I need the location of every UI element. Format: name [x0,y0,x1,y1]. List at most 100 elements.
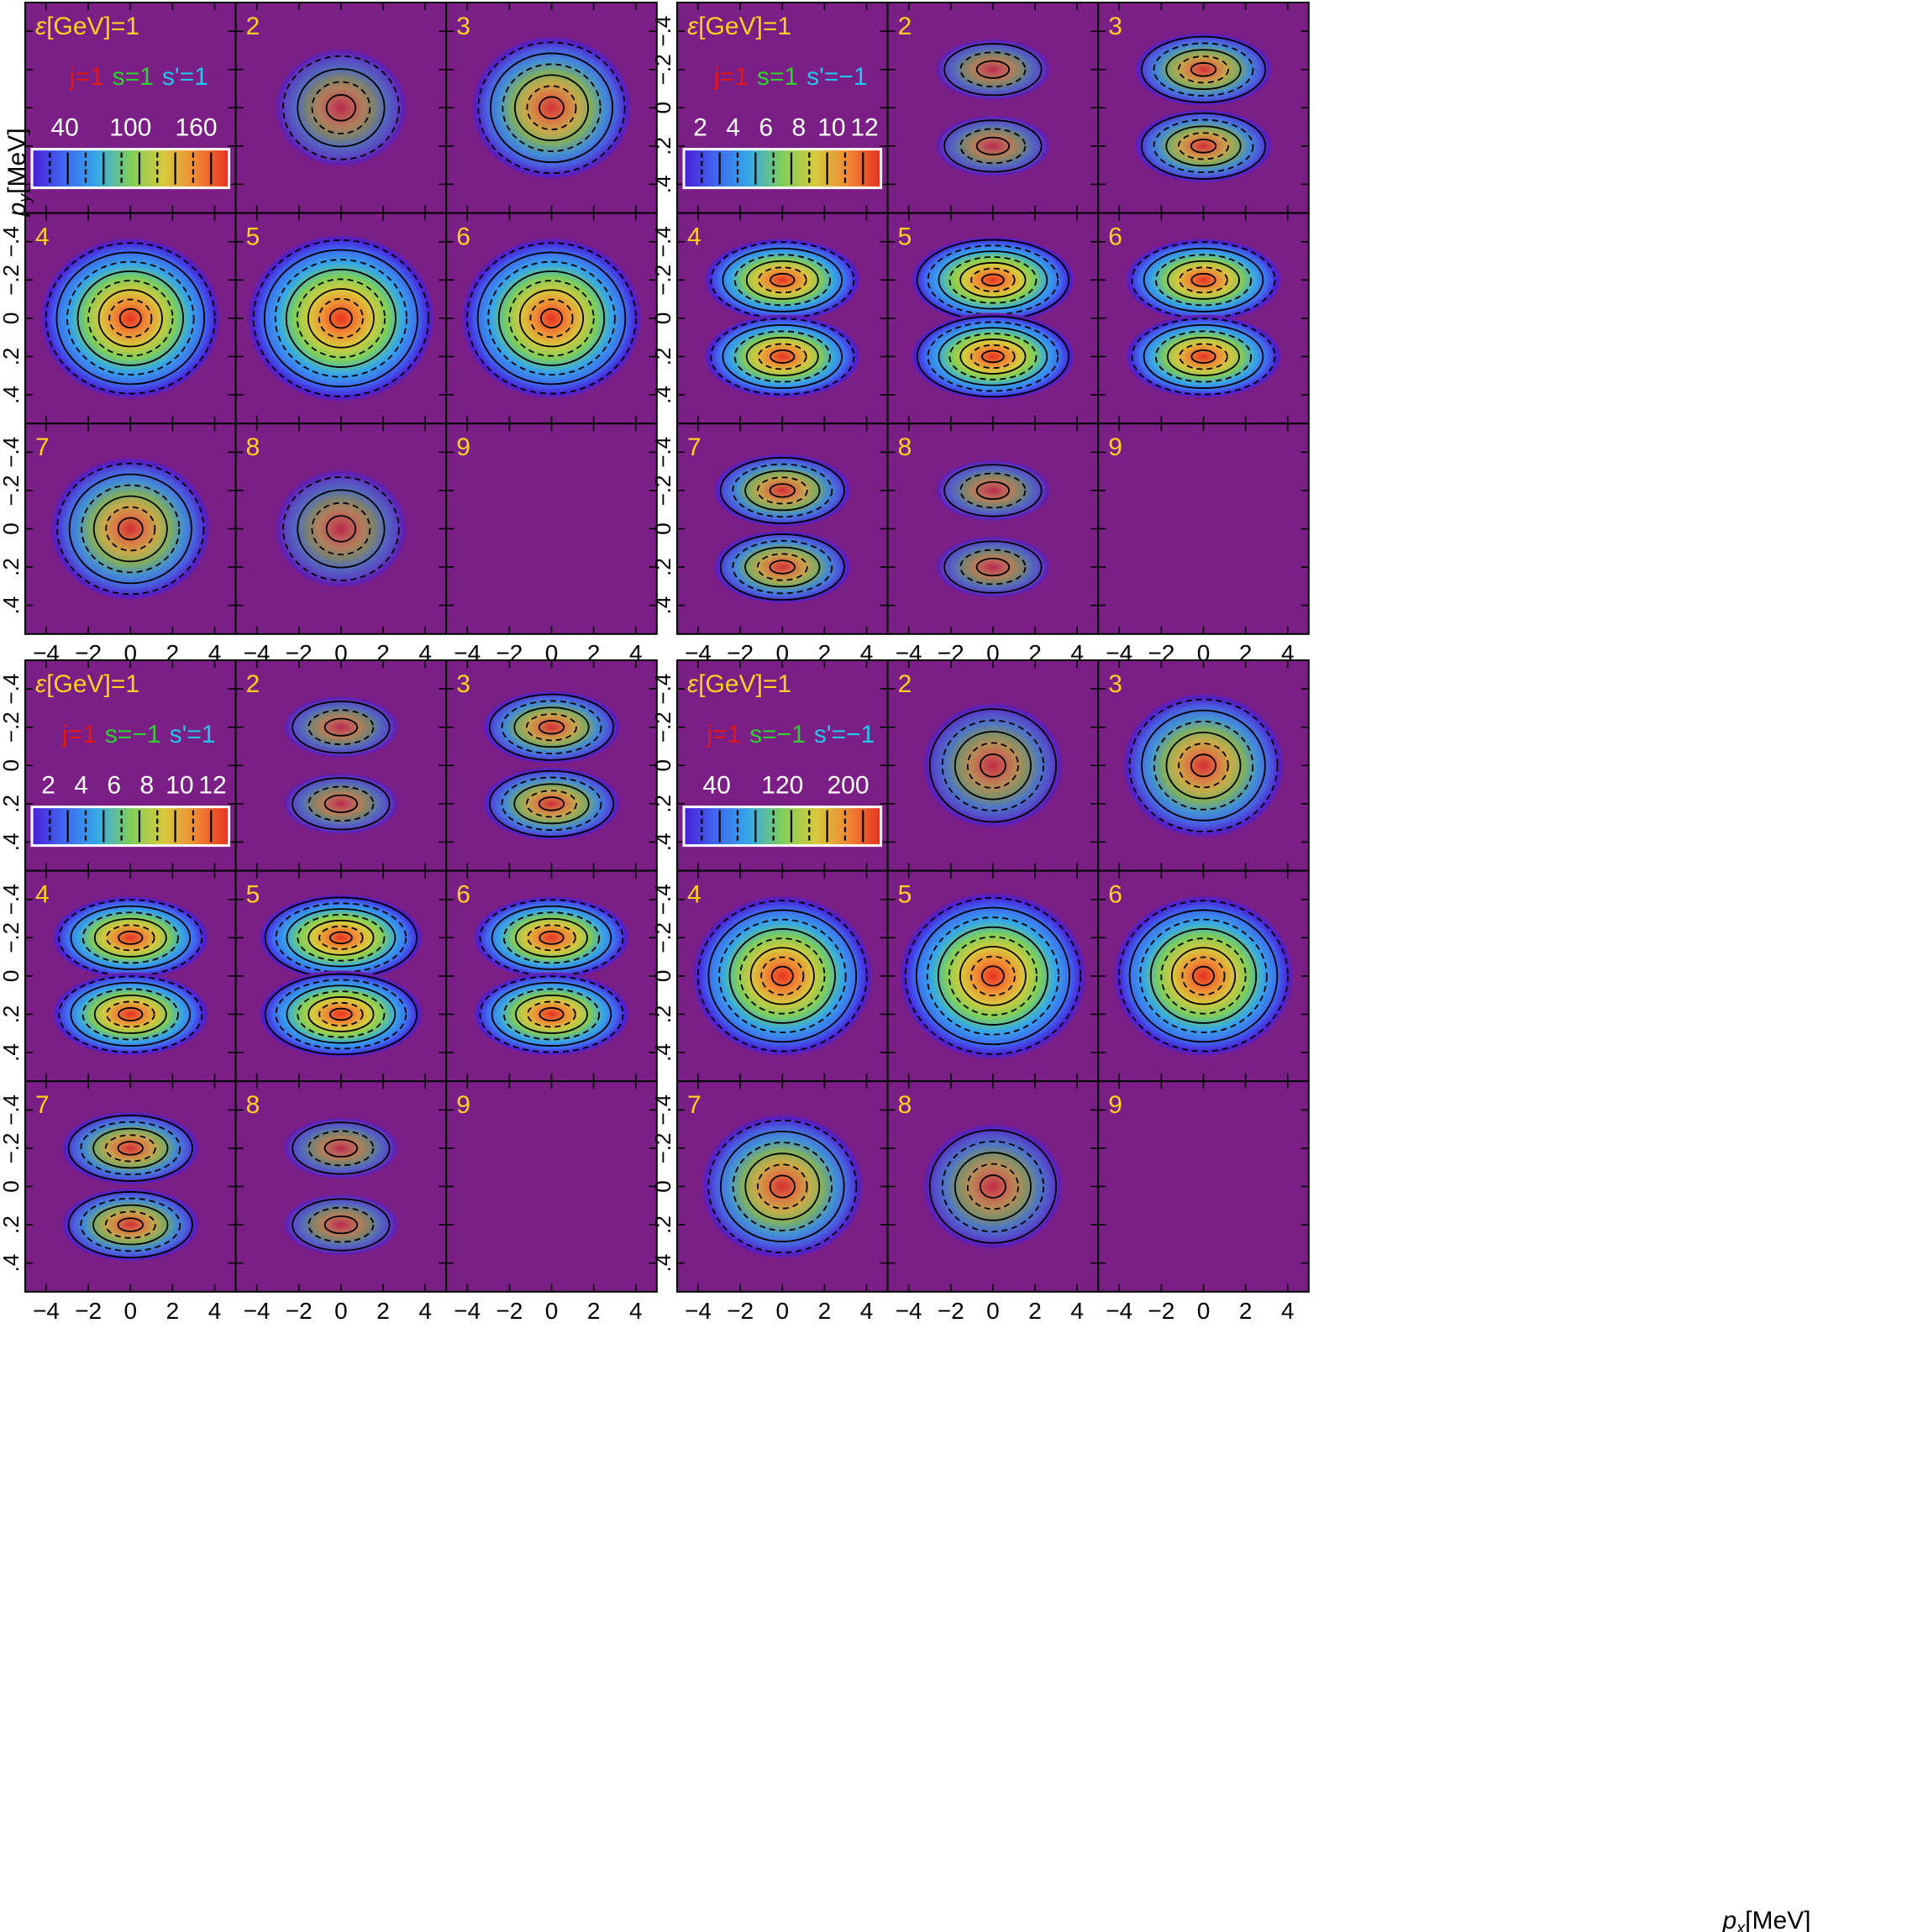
contour-line [981,273,1005,287]
panel-top-left-3: 3 [445,2,658,214]
x-tick-label: 2 [587,1298,601,1324]
contour-line [526,85,577,131]
y-tick-label: 0 [650,759,675,771]
y-tick-label: .2 [650,1005,675,1024]
y-tick-label: .4 [0,596,24,615]
contour-line [1192,965,1215,987]
j-label: j=1 [61,721,97,748]
colorbar-tick-label: 100 [109,114,151,142]
upper-lobe [282,696,400,759]
density-layer [39,237,222,400]
colorbar-tick-label: 4 [74,772,88,800]
panel-top-right-4: 4 [676,212,889,425]
density-blob [1112,895,1295,1058]
x-tick-label: 4 [1070,1298,1084,1324]
contour-line [959,946,1027,1006]
contour-line [81,988,179,1041]
contour-line [311,81,371,134]
x-tick-label: 0 [986,1298,1000,1324]
s-label: s=1 [113,63,154,91]
y-tick-label: .2 [650,558,675,576]
contour-line [769,559,796,575]
contour-line [938,250,1048,310]
contour-line [466,242,637,395]
contour-line [106,1000,155,1028]
panel-top-right-7: 7 [676,423,889,635]
colorbar-tick-label: 200 [827,772,869,800]
panel-header: ε[GeV]=1 [35,670,139,698]
x-tick-label: 2 [1239,1298,1253,1324]
contour-line [1141,709,1266,822]
density-layer [51,895,209,1057]
lower-lobe [51,972,209,1057]
contour-line [297,68,386,148]
y-tick-label: .2 [0,1005,24,1024]
contour-line [529,298,574,339]
j-label: j=1 [706,721,741,748]
contour-line [745,260,819,300]
contour-line [106,924,155,952]
panel-bottom-left-3: 3 [445,659,658,872]
contour-line [1165,125,1242,167]
panel-header: ε[GeV]=1 [35,13,139,40]
contour-line [979,753,1006,778]
contour-line [1190,62,1217,77]
contour-line [540,307,563,329]
contour-line [1128,909,1279,1043]
contour-line [1153,720,1254,811]
contour-line [1143,247,1264,312]
lower-lobe [934,115,1052,177]
panel-number: 5 [898,223,912,251]
contour-line [1143,323,1264,389]
colorbar [30,148,231,190]
panel-top-left-7: 7 [24,423,237,635]
upper-lobe [472,895,631,979]
y-tick-label: −.4 [650,16,675,47]
contour-line [508,280,595,357]
density-layer [50,456,212,601]
contour-line [719,533,845,601]
axis-labels: py[MeV] px[MeV] [3,128,1811,1932]
upper-lobe [934,38,1052,101]
upper-lobe [282,1117,400,1179]
contour-line [1131,241,1276,319]
x-tick-label: −4 [454,1298,481,1324]
y-tick-label: −.2 [0,711,24,743]
contour-line [501,776,602,832]
contour-line [733,254,831,307]
x-tick-label: 4 [418,1298,432,1324]
contour-line [1178,55,1229,84]
contour-line [732,463,833,518]
contour-line [1167,260,1240,300]
panel-number: 9 [1108,1091,1122,1119]
contour-line [757,1163,808,1210]
contour-line [1178,132,1229,160]
upper-lobe [258,894,423,982]
x-tick-label: 2 [376,1298,390,1324]
panel-number: 6 [456,881,470,909]
density-blob [922,702,1064,829]
contour-line [707,909,858,1043]
x-tick-label: 4 [1281,1298,1295,1324]
contour-line [1140,112,1267,180]
upper-lobe [703,238,861,322]
contour-line [67,1191,193,1259]
y-tick-label: −.2 [650,711,675,743]
x-tick-label: −2 [75,1298,102,1324]
panel-number: 4 [687,223,701,251]
density-layer [922,702,1064,829]
y-tick-label: −.4 [0,226,24,257]
x-tick-label: 2 [166,1298,180,1324]
contour-line [292,1121,391,1175]
contour-line [975,480,1011,501]
contour-line [515,994,588,1034]
panel-number: 9 [456,433,470,461]
s-label: s=−1 [105,721,161,748]
contour-line [959,472,1027,509]
panel-top-left-9: 9 [445,423,658,635]
contour-line [487,260,616,376]
contour-line [981,349,1005,364]
density-layer [1112,895,1295,1058]
contour-line [252,239,429,397]
